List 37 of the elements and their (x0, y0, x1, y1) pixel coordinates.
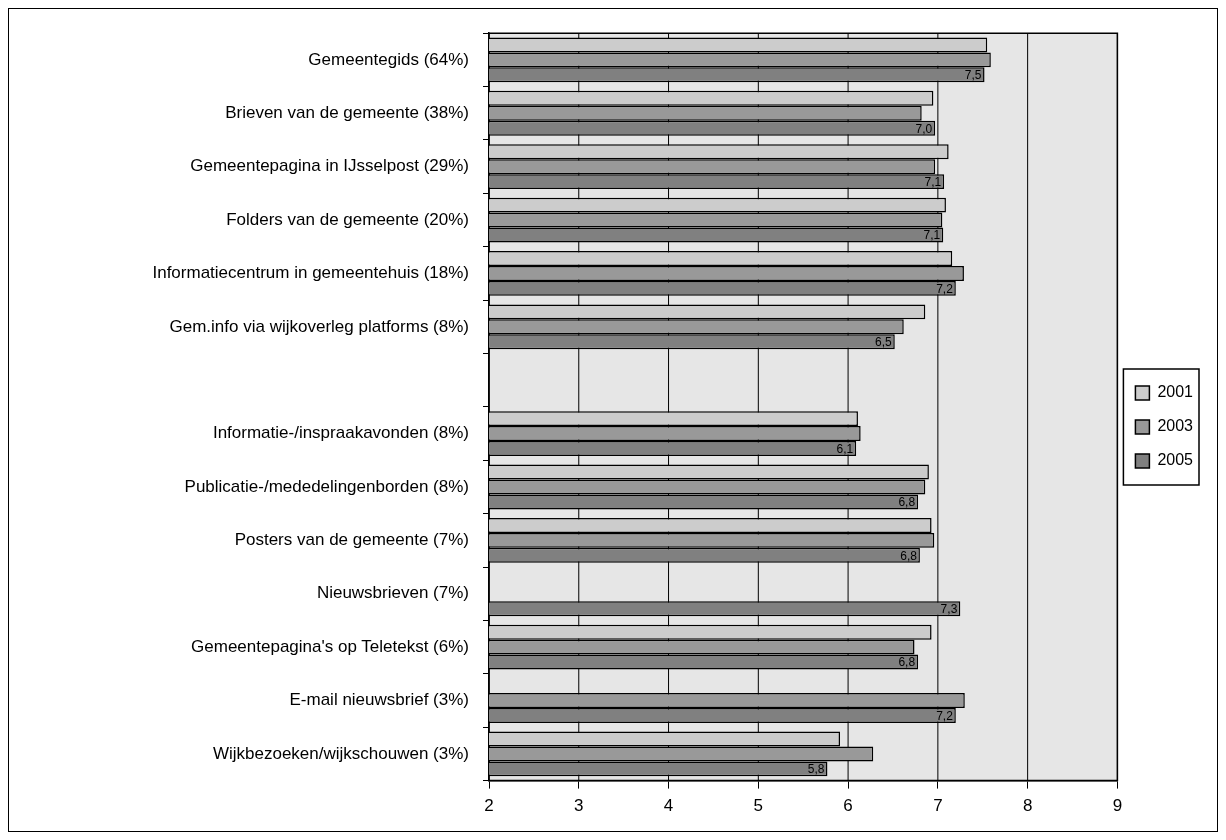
y-tick-label: Gem.info via wijkoverleg platforms (8%) (169, 316, 469, 336)
y-tick-label: Wijkbezoeken/wijkschouwen (3%) (212, 743, 469, 763)
data-label: 7,3 (940, 602, 958, 617)
x-tick-label: 4 (663, 796, 674, 816)
y-tick-label: Folders van de gemeente (20%) (226, 209, 469, 229)
data-label: 7,2 (936, 708, 954, 723)
data-label: 6,8 (898, 495, 916, 510)
y-tick-label: E-mail nieuwsbrief (3%) (289, 690, 469, 710)
data-label: 5,8 (807, 762, 825, 777)
y-tick-label: Publicatie-/mededelingenborden (8%) (184, 476, 469, 496)
legend-label: 2005 (1157, 451, 1194, 469)
x-tick-label: 8 (1022, 796, 1033, 816)
legend-label: 2003 (1157, 417, 1194, 435)
y-tick-label: Informatie-/inspraakavonden (8%) (212, 423, 469, 443)
y-tick-label: Posters van de gemeente (7%) (234, 530, 469, 550)
y-tick-label: Brieven van de gemeente (38%) (225, 102, 469, 122)
y-tick-label: Gemeentegids (64%) (308, 49, 469, 69)
x-tick-label: 9 (1112, 796, 1123, 816)
data-label: 7,5 (964, 68, 982, 83)
legend-label: 2001 (1157, 383, 1194, 401)
x-tick-label: 7 (933, 796, 943, 816)
x-tick-label: 3 (574, 796, 584, 816)
data-label: 7,0 (915, 121, 933, 136)
y-tick-label: Informatiecentrum in gemeentehuis (18%) (152, 263, 469, 283)
x-tick-label: 2 (484, 796, 494, 816)
data-label: 6,8 (898, 655, 916, 670)
data-label: 7,1 (924, 174, 942, 189)
x-tick-label: 6 (843, 796, 853, 816)
data-label: 7,2 (936, 281, 954, 296)
y-tick-label: Gemeentepagina in IJsselpost (29%) (190, 156, 469, 176)
data-label: 6,5 (875, 335, 893, 350)
data-label: 6,1 (836, 441, 854, 456)
y-tick-label: Gemeentepagina's op Teletekst (6%) (191, 636, 469, 656)
data-label: 6,8 (900, 548, 918, 563)
x-tick-label: 5 (753, 796, 764, 816)
y-tick-label: Nieuwsbrieven (7%) (316, 583, 469, 603)
data-label: 7,1 (923, 228, 941, 243)
